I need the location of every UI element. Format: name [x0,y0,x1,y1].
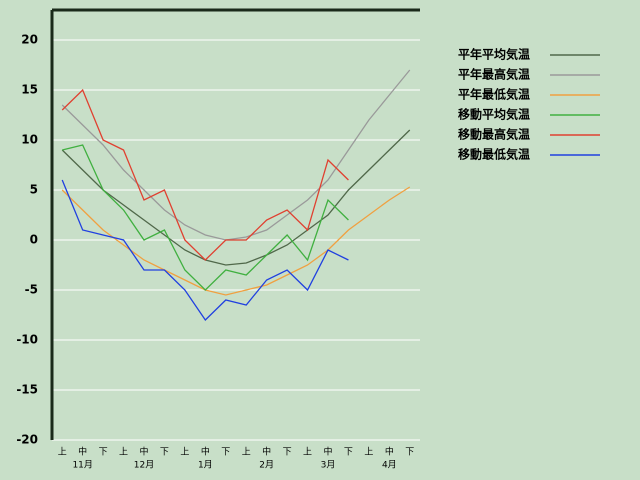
x-tick-label: 上 [119,447,128,458]
y-tick-label: 0 [30,233,38,247]
series-line [61,129,411,266]
x-tick-label: 上 [180,447,189,458]
month-label: 11月 [72,460,92,471]
legend-label: 平年最高気温 [458,67,530,82]
series-line [61,69,411,241]
x-tick-label: 下 [344,448,353,458]
month-label: 3月 [321,460,336,471]
legend-label: 移動平均気温 [458,107,530,122]
legend-label: 移動最高気温 [458,127,530,142]
month-label: 4月 [382,460,397,471]
x-tick-label: 上 [58,447,67,458]
x-tick-label: 中 [78,446,87,458]
legend-label: 平年平均気温 [458,47,530,62]
x-tick-label: 下 [221,448,230,458]
legend-label: 平年最低気温 [458,87,530,102]
x-tick-label: 上 [364,447,373,458]
x-tick-label: 中 [385,446,394,458]
y-tick-label: -15 [16,383,38,397]
x-tick-label: 下 [283,448,292,458]
x-tick-label: 上 [242,447,251,458]
series-line [61,186,411,296]
y-tick-label: -20 [16,433,38,447]
month-label: 12月 [134,460,154,471]
y-tick-label: 20 [21,33,38,47]
x-tick-label: 中 [262,446,271,458]
series-line [61,88,349,261]
y-tick-label: -5 [25,283,38,297]
x-tick-label: 中 [139,446,148,458]
x-tick-label: 上 [303,447,312,458]
x-tick-label: 中 [323,446,332,458]
month-label: 2月 [259,460,274,471]
x-tick-label: 下 [405,448,414,458]
x-tick-label: 中 [201,446,210,458]
legend-label: 移動最低気温 [458,147,530,162]
series-line [62,144,349,291]
series-line [61,179,349,322]
x-tick-label: 下 [99,448,108,458]
x-tick-label: 下 [160,448,169,458]
month-label: 1月 [198,460,213,471]
y-tick-label: 10 [21,133,38,147]
y-tick-label: -10 [16,333,38,347]
y-tick-label: 15 [21,83,38,97]
y-tick-label: 5 [30,183,38,197]
